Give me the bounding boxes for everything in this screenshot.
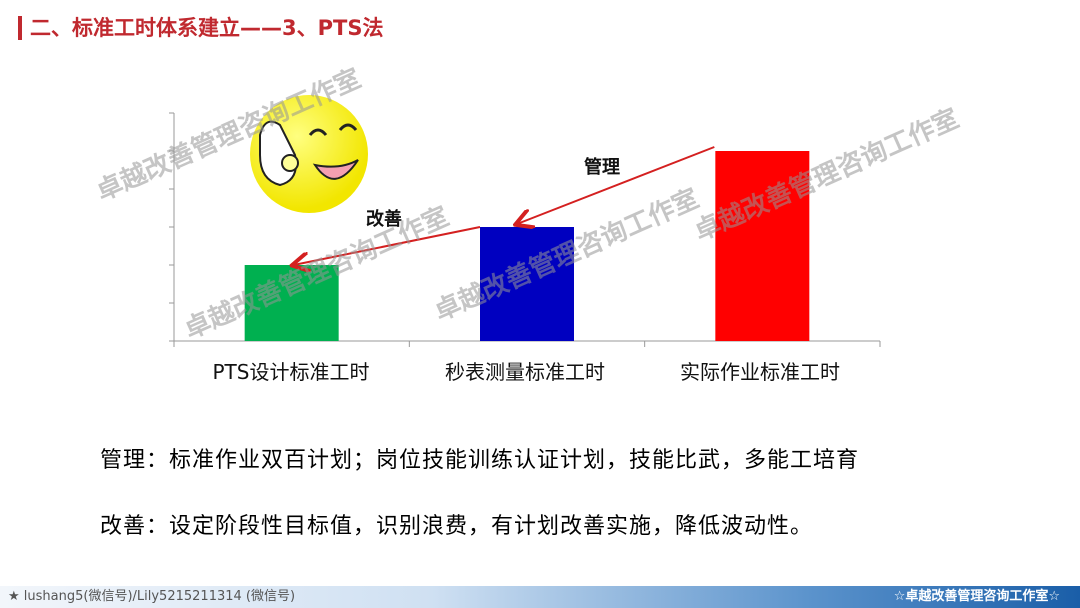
annotation-management: 管理 (584, 157, 620, 178)
x-tick-label: PTS设计标准工时 (212, 360, 370, 384)
x-tick-label: 实际作业标准工时 (680, 360, 840, 384)
bar-2 (480, 227, 574, 341)
x-tick-label: 秒表测量标准工时 (445, 360, 605, 384)
arrow-improvement (294, 226, 481, 265)
management-text: 管理：标准作业双百计划；岗位技能训练认证计划，技能比武，多能工培育 (100, 448, 860, 473)
footer-contact: ★ lushang5(微信号)/Lily5215211314 (微信号) (8, 589, 296, 604)
improvement-text: 改善：设定阶段性目标值，识别浪费，有计划改善实施，降低波动性。 (100, 514, 814, 539)
bar-3 (715, 151, 810, 341)
slide-title: 二、标准工时体系建立——3、PTS法 (18, 16, 383, 40)
footer-bar: ★ lushang5(微信号)/Lily5215211314 (微信号) ☆卓越… (0, 586, 1080, 608)
ok-smiley-icon (250, 95, 368, 213)
bar-1 (244, 265, 339, 341)
arrow-management (517, 146, 715, 224)
annotation-improvement: 改善 (366, 209, 402, 230)
footer-brand: ☆卓越改善管理咨询工作室☆ (893, 589, 1060, 604)
